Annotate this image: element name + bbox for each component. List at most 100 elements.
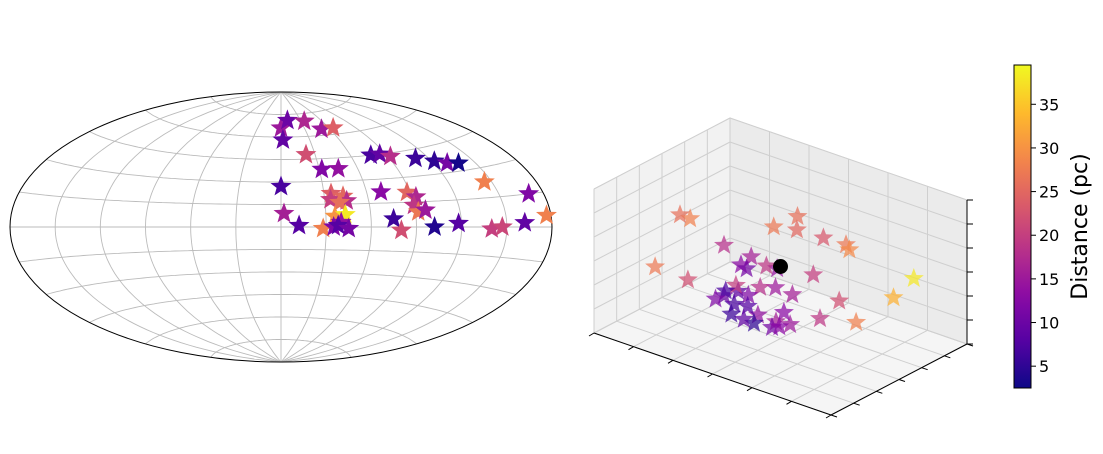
star-point-3d <box>677 269 698 289</box>
star-point <box>369 143 391 164</box>
star-point-3d <box>680 208 701 228</box>
star-point-3d <box>762 317 782 336</box>
aitoff-graticule <box>10 91 552 363</box>
colorbar-tick-label: 20 <box>1039 226 1059 245</box>
star-point <box>273 202 295 223</box>
star-point-3d <box>782 284 803 304</box>
parallel-line <box>210 96 352 115</box>
star-point-3d <box>756 255 777 275</box>
star-point-3d <box>787 206 808 225</box>
axis-tick <box>786 400 792 405</box>
parallel-line <box>19 191 543 205</box>
aitoff-sky-map <box>9 91 557 363</box>
grid-line <box>593 117 731 190</box>
grid-line <box>729 117 968 201</box>
star-point-3d <box>829 290 850 310</box>
star-point-3d <box>780 314 801 334</box>
star-point <box>436 152 458 172</box>
star-point <box>293 110 315 131</box>
colorbar-ticks: 5 10 15 20 25 30 35 <box>1031 95 1059 376</box>
star-point <box>396 181 418 202</box>
star-point-3d <box>810 308 830 328</box>
star-point <box>473 170 495 191</box>
star-point <box>536 204 557 225</box>
star-point-3d <box>741 246 762 266</box>
star-point-3d <box>763 216 784 236</box>
star-point <box>311 158 333 179</box>
star-point-3d <box>786 219 807 239</box>
star-point-3d <box>803 264 824 284</box>
axis-tick <box>628 346 634 351</box>
star-point <box>383 207 405 228</box>
colorbar-tick-label: 5 <box>1039 357 1049 376</box>
star-point <box>390 219 412 240</box>
colorbar-label: Distance (pc) <box>1068 153 1093 299</box>
star-point <box>320 188 341 209</box>
star-point-3d <box>747 304 768 324</box>
3d-points <box>645 204 924 336</box>
star-point <box>360 144 382 165</box>
star-point-3d <box>645 256 666 276</box>
star-point <box>403 194 425 215</box>
star-point <box>448 152 469 172</box>
star-point <box>311 118 332 139</box>
star-point <box>338 217 360 238</box>
axis-tick <box>944 355 951 359</box>
star-point <box>330 211 352 232</box>
star-point-3d <box>773 301 794 321</box>
colorbar-tick-label: 25 <box>1039 183 1059 202</box>
star-point-3d <box>721 303 742 323</box>
grid-line <box>729 141 968 225</box>
star-point-3d <box>839 239 860 259</box>
star-point-3d <box>750 276 771 296</box>
star-point-3d <box>715 280 736 300</box>
star-point <box>518 182 540 203</box>
axis-tick <box>667 359 674 364</box>
grid-line <box>707 273 945 357</box>
star-point <box>405 185 427 206</box>
star-point-3d <box>903 268 924 287</box>
star-point <box>272 129 294 149</box>
axis-tick <box>921 367 928 371</box>
parallel-line <box>210 339 352 358</box>
star-point <box>448 212 469 233</box>
star-point <box>324 205 346 226</box>
star-point <box>370 180 392 201</box>
parallel-line <box>89 131 473 160</box>
scatter-3d-plot <box>588 117 974 419</box>
star-point-3d <box>766 311 786 331</box>
star-point <box>295 143 317 164</box>
star-point <box>270 117 292 137</box>
colorbar-tick-label: 35 <box>1039 95 1059 114</box>
colorbar-tick-label: 30 <box>1039 139 1059 158</box>
star-point-3d <box>714 234 734 254</box>
star-point <box>332 185 354 206</box>
star-point <box>327 214 349 235</box>
star-point-3d <box>733 308 754 328</box>
star-point-3d <box>836 234 856 254</box>
star-point <box>327 157 349 178</box>
star-point <box>481 218 503 238</box>
parallel-line <box>145 316 417 345</box>
star-point-3d <box>846 311 867 331</box>
parallel-line <box>46 271 516 295</box>
star-point <box>334 203 356 224</box>
axis-tick <box>853 402 860 406</box>
star-point-3d <box>765 277 786 297</box>
star-point-3d <box>813 227 834 247</box>
star-point <box>277 109 298 130</box>
star-point-3d <box>705 288 726 308</box>
grid-line <box>593 141 731 214</box>
aitoff-frame <box>9 91 553 363</box>
colorbar-tick-label: 15 <box>1039 270 1059 289</box>
star-point <box>423 150 445 171</box>
star-point-3d <box>737 295 758 315</box>
star-point-3d <box>670 204 690 224</box>
star-point <box>405 147 426 168</box>
axis-tick <box>746 387 753 392</box>
star-point-3d <box>736 258 757 278</box>
star-point <box>270 175 292 196</box>
star-point-3d <box>731 254 751 274</box>
3d-gridlines <box>593 117 968 416</box>
